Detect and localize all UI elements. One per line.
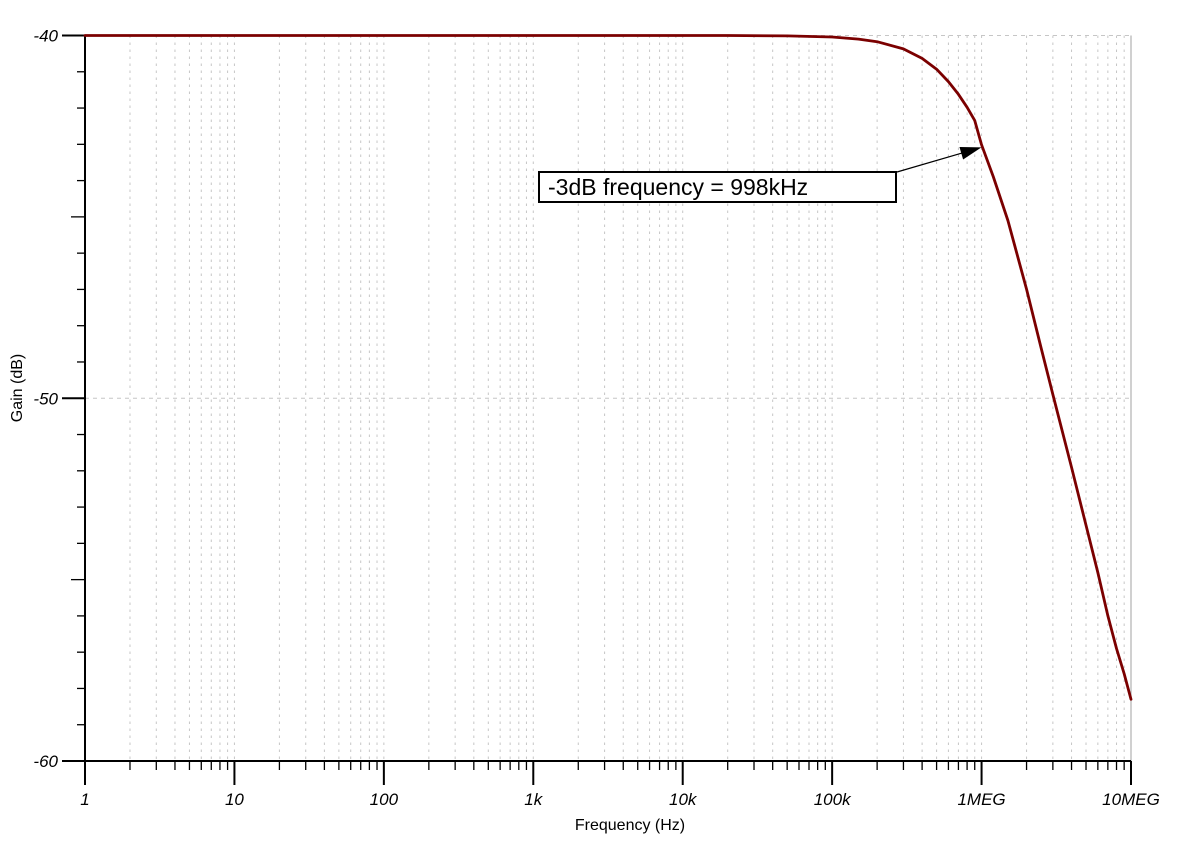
x-tick-label: 10 xyxy=(225,790,244,809)
x-tick-label: 1 xyxy=(80,790,89,809)
y-tick-label: -50 xyxy=(33,389,58,408)
y-axis-title: Gain (dB) xyxy=(9,353,26,423)
x-axis-title: Frequency (Hz) xyxy=(574,817,686,834)
annotation-callout: -3dB frequency = 998kHz xyxy=(538,171,897,203)
x-tick-label: 1MEG xyxy=(957,790,1005,809)
x-tick-label: 100k xyxy=(814,790,852,809)
y-tick-label: -60 xyxy=(33,752,58,771)
annotation-arrow-line xyxy=(896,152,964,173)
x-tick-label: 10k xyxy=(669,790,698,809)
x-tick-label: 100 xyxy=(370,790,399,809)
annotation-arrowhead xyxy=(959,146,982,160)
y-tick-label: -40 xyxy=(33,27,58,46)
x-tick-label: 1k xyxy=(524,790,543,809)
x-tick-label: 10MEG xyxy=(1102,790,1160,809)
gain-curve xyxy=(83,34,1133,701)
